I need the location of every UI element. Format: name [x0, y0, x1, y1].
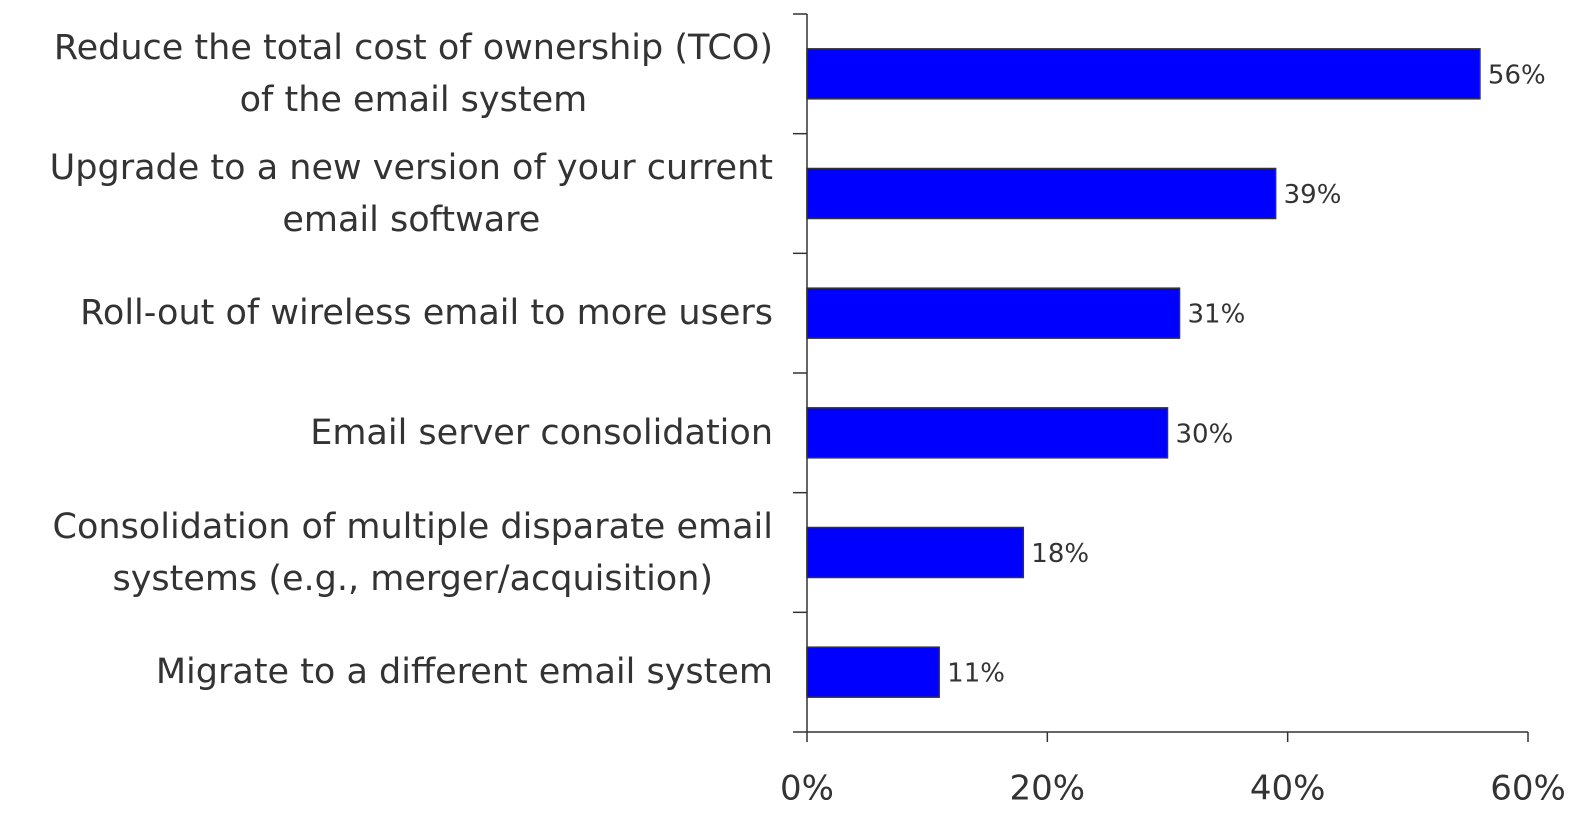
x-tick-label: 60%	[1490, 769, 1566, 809]
x-tick-label: 40%	[1250, 769, 1326, 809]
value-label: 18%	[1031, 539, 1089, 569]
category-label-box: Roll-out of wireless email to more users	[80, 253, 773, 373]
y-tick-label: Consolidation of multiple disparate emai…	[52, 506, 773, 599]
category-label-box: Reduce the total cost of ownership (TCO)…	[54, 14, 773, 134]
value-label: 56%	[1488, 60, 1546, 90]
y-tick-label: Upgrade to a new version of your current…	[49, 147, 773, 240]
value-label: 30%	[1176, 419, 1234, 449]
x-tick-label: 20%	[1010, 769, 1086, 809]
category-label-box: Upgrade to a new version of your current…	[50, 134, 773, 254]
y-tick-label: Reduce the total cost of ownership (TCO)…	[53, 27, 773, 120]
x-tick-label: 0%	[780, 769, 834, 809]
bar	[806, 48, 1481, 100]
category-label-box: Email server consolidation	[310, 373, 773, 493]
y-tick-label: Email server consolidation	[310, 412, 773, 453]
bar	[806, 167, 1277, 220]
category-label-box: Consolidation of multiple disparate emai…	[53, 493, 773, 613]
bar	[806, 407, 1169, 459]
category-label-box: Migrate to a different email system	[156, 612, 773, 732]
bar	[806, 526, 1025, 579]
bar	[806, 646, 940, 698]
value-label: 31%	[1188, 300, 1246, 330]
value-label: 11%	[947, 659, 1005, 689]
y-tick-label: Migrate to a different email system	[155, 652, 773, 693]
bar	[806, 287, 1181, 339]
y-tick-label: Roll-out of wireless email to more users	[80, 293, 773, 334]
value-label: 39%	[1284, 180, 1342, 210]
